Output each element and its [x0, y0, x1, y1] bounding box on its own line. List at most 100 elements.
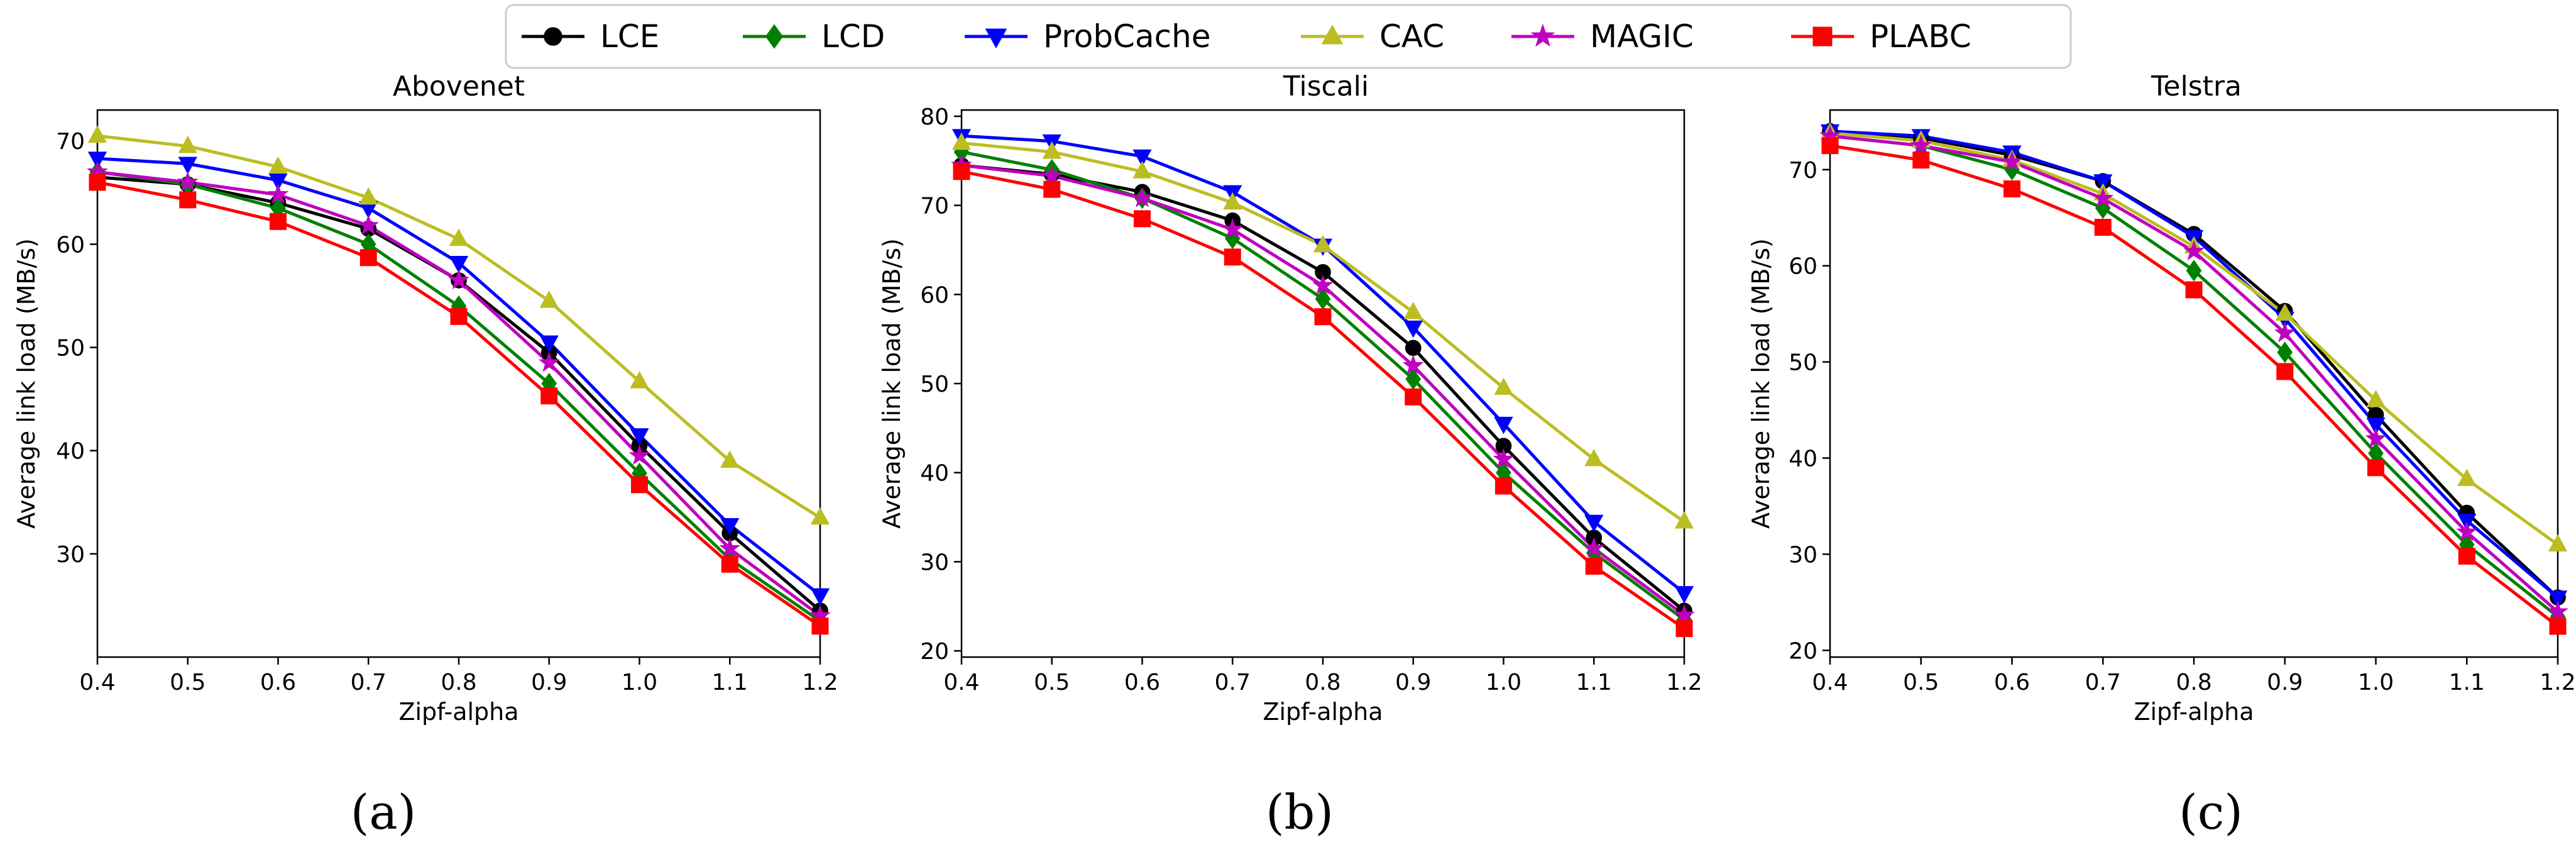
x-tick-label: 0.6 [1994, 670, 2030, 695]
data-point-cac [2366, 390, 2386, 407]
data-point-magic [538, 351, 560, 372]
y-tick-label: 70 [920, 194, 949, 219]
data-point-magic [1402, 354, 1424, 375]
chart-title: Tiscali [1283, 70, 1369, 102]
data-point-plabc [2003, 180, 2020, 197]
data-point-plabc [2367, 459, 2384, 477]
data-point-magic [448, 269, 469, 290]
data-point-probcache [630, 428, 649, 446]
data-point-cac [268, 156, 288, 174]
data-point-cac [1494, 377, 1513, 395]
series-line-cac [97, 134, 821, 519]
y-axis-label: Average link load (MB/s) [1747, 238, 1775, 529]
plot-area [960, 109, 1685, 658]
legend-item-magic: MAGIC [1511, 18, 1694, 55]
data-point-cac [1313, 235, 1333, 253]
axis-ticks: 0.4 0.5 0.6 0.7 0.8 0.9 1.0 1.1 1.2 20 30 40 50 60 70 8… [920, 104, 1702, 695]
legend-label: LCD [821, 18, 885, 55]
data-point-cac [720, 450, 740, 468]
panel-label: (b) [1266, 784, 1334, 840]
x-tick-label: 1.0 [2358, 670, 2394, 695]
y-tick-label: 40 [1789, 446, 1817, 472]
data-point-cac [2457, 468, 2477, 487]
data-point-probcache [2548, 590, 2568, 608]
data-point-cac [951, 132, 972, 150]
y-tick-label: 80 [920, 104, 949, 130]
series-line-lcd [1829, 134, 2559, 618]
legend-label: PLABC [1870, 18, 1971, 55]
data-point-cac [178, 135, 197, 153]
y-tick-label: 50 [56, 336, 85, 362]
x-tick-label: 0.8 [441, 670, 476, 695]
x-axis-label: Zipf-alpha [398, 698, 518, 726]
data-point-plabc [2094, 219, 2112, 236]
legend-item-probcache: ProbCache [965, 18, 1211, 55]
data-point-cac [1674, 511, 1694, 529]
x-tick-label: 1.0 [1486, 670, 1521, 695]
y-axis-label: Average link load (MB/s) [878, 238, 906, 529]
data-point-cac [810, 507, 830, 525]
y-tick-label: 70 [1789, 158, 1817, 184]
y-tick-label: 30 [1789, 542, 1817, 568]
x-tick-label: 1.2 [2540, 670, 2575, 695]
x-tick-label: 0.9 [2267, 670, 2303, 695]
series-lines [1829, 130, 2559, 628]
x-tick-label: 0.8 [1305, 670, 1340, 695]
data-point-plabc [631, 476, 648, 494]
data-point-probcache [268, 173, 288, 191]
x-tick-label: 1.1 [1576, 670, 1612, 695]
data-point-plabc [1821, 137, 1839, 155]
data-point-plabc [1043, 180, 1061, 198]
data-point-magic [2274, 321, 2296, 343]
data-point-probcache [87, 152, 107, 169]
y-tick-label: 20 [1789, 638, 1817, 664]
chart-panel-tiscali: Tiscali 0.4 0.5 0.6 0.7 0.8 0.9 1.0 1.1 1.2 20 30 4… [878, 70, 1702, 840]
data-point-cac [630, 371, 649, 389]
y-tick-label: 50 [920, 372, 949, 397]
data-point-magic [1493, 448, 1515, 468]
series-line-plabc [97, 180, 821, 628]
data-point-plabc [2458, 547, 2475, 565]
data-point-plabc [179, 191, 197, 209]
data-point-lcd [2186, 260, 2202, 282]
series-line-magic [961, 163, 1685, 617]
legend-label: LCE [600, 18, 659, 55]
data-point-probcache [1584, 514, 1604, 533]
data-point-plabc [1495, 477, 1512, 495]
axis-ticks: 0.4 0.5 0.6 0.7 0.8 0.9 1.0 1.1 1.2 20 30 40 50 60 70 [1789, 158, 2575, 695]
panel-label: (c) [2179, 784, 2243, 840]
x-tick-label: 0.7 [1215, 670, 1251, 695]
data-point-cac [1584, 448, 1604, 467]
y-tick-label: 60 [920, 282, 949, 308]
x-tick-label: 1.1 [2449, 670, 2485, 695]
y-tick-label: 60 [1789, 254, 1817, 280]
data-point-magic [2183, 240, 2205, 261]
data-point-plabc [89, 174, 106, 191]
data-point-probcache [1403, 320, 1423, 338]
data-point-magic [1674, 604, 1695, 624]
chart-panel-abovenet: Abovenet 0.4 0.5 0.6 0.7 0.8 0.9 1.0 1.1 1.2 30 40… [13, 70, 838, 840]
series-markers [87, 125, 831, 635]
series-lines [97, 134, 821, 628]
x-tick-label: 0.4 [1812, 670, 1848, 695]
x-tick-label: 1.2 [1666, 670, 1702, 695]
data-point-magic [1222, 218, 1244, 239]
y-tick-label: 40 [56, 439, 85, 465]
data-point-plabc [1134, 210, 1151, 228]
data-point-magic [267, 183, 289, 204]
data-point-plabc [359, 249, 377, 267]
data-point-plabc [450, 307, 468, 325]
data-point-magic [2547, 600, 2568, 621]
data-point-lce [1405, 340, 1422, 357]
data-point-magic [1041, 165, 1063, 185]
y-tick-label: 30 [920, 550, 949, 575]
data-point-magic [628, 445, 650, 465]
data-point-magic [2001, 150, 2023, 171]
series-markers [1819, 123, 2568, 635]
y-tick-label: 20 [920, 639, 949, 665]
chart-title: Abovenet [393, 70, 525, 102]
chart-panel-telstra: Telstra 0.4 0.5 0.6 0.7 0.8 0.9 1.0 1.1 1.2 20 30 4… [1747, 70, 2576, 840]
legend-label: MAGIC [1590, 18, 1694, 55]
legend: LCE LCD ProbCache CAC MAGIC PLABC [505, 4, 2072, 69]
